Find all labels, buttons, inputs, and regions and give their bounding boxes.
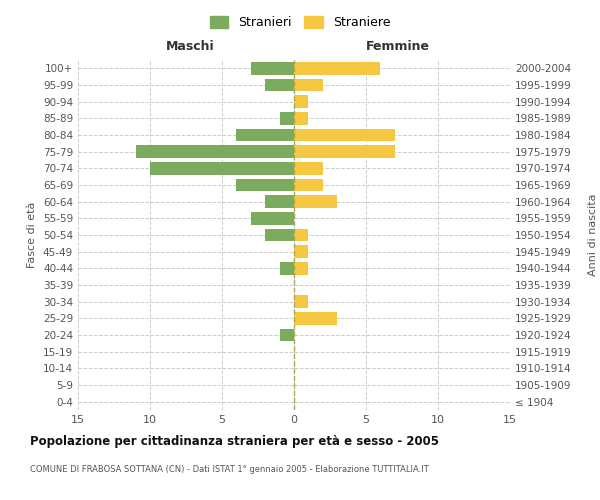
Bar <box>265 79 294 92</box>
Text: COMUNE DI FRABOSA SOTTANA (CN) - Dati ISTAT 1° gennaio 2005 - Elaborazione TUTTI: COMUNE DI FRABOSA SOTTANA (CN) - Dati IS… <box>30 465 429 474</box>
Bar <box>294 62 380 74</box>
Bar <box>294 246 308 258</box>
Bar <box>150 162 294 174</box>
Bar <box>136 146 294 158</box>
Bar <box>294 312 337 324</box>
Bar <box>294 79 323 92</box>
Y-axis label: Fasce di età: Fasce di età <box>28 202 37 268</box>
Y-axis label: Anni di nascita: Anni di nascita <box>588 194 598 276</box>
Bar <box>251 212 294 224</box>
Bar <box>280 112 294 124</box>
Text: Maschi: Maschi <box>166 40 215 53</box>
Bar <box>294 146 395 158</box>
Bar <box>294 196 337 208</box>
Bar <box>236 128 294 141</box>
Legend: Stranieri, Straniere: Stranieri, Straniere <box>205 11 395 34</box>
Bar <box>294 112 308 124</box>
Bar <box>294 262 308 274</box>
Bar <box>294 179 323 191</box>
Bar <box>265 196 294 208</box>
Bar <box>251 62 294 74</box>
Bar <box>294 128 395 141</box>
Bar <box>294 162 323 174</box>
Bar <box>294 229 308 241</box>
Bar <box>265 229 294 241</box>
Bar <box>280 262 294 274</box>
Text: Popolazione per cittadinanza straniera per età e sesso - 2005: Popolazione per cittadinanza straniera p… <box>30 435 439 448</box>
Bar <box>280 329 294 341</box>
Bar <box>294 96 308 108</box>
Text: Femmine: Femmine <box>365 40 430 53</box>
Bar <box>294 296 308 308</box>
Bar <box>236 179 294 191</box>
